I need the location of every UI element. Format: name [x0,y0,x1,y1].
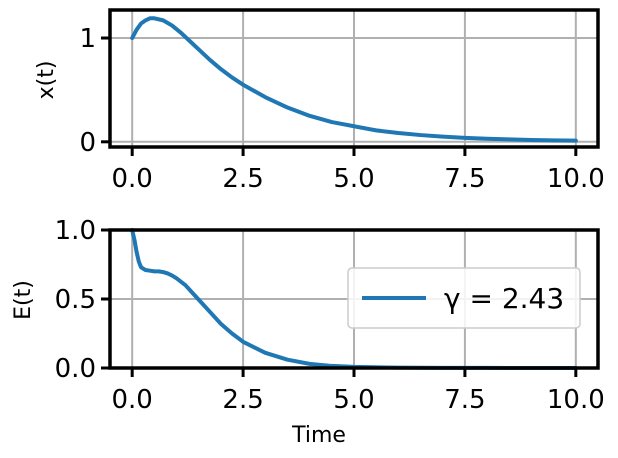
bottom-panel-y-tick-label: 0.0 [55,354,96,384]
bottom-panel-ticks: 0.0 2.5 5.0 7.5 10.0 0.0 0.5 1.0 [55,216,605,415]
bottom-panel-x-axis-label: Time [291,423,346,448]
bottom-panel-x-tick-label: 5.0 [333,385,374,415]
top-panel-y-axis-label: x(t) [34,61,59,100]
top-panel-series [130,16,578,143]
top-panel-y-tick-label: 1 [79,24,96,54]
legend-label: γ = 2.43 [444,282,564,315]
bottom-panel-y-tick-label: 0.5 [55,285,96,315]
top-panel-y-tick-label: 0 [79,128,96,158]
top-panel-x-tick-label: 7.5 [444,164,485,194]
top-panel-ticks: 0.0 2.5 5.0 7.5 10.0 0 1 [79,24,604,194]
bottom-panel-y-axis-label: E(t) [11,280,36,320]
top-panel-x-tick-label: 5.0 [333,164,374,194]
legend-box [347,267,581,329]
bottom-panel-x-tick-label: 0.0 [112,385,153,415]
legend: γ = 2.43 [347,267,581,329]
bottom-panel-x-tick-label: 2.5 [222,385,263,415]
top-panel-x-tick-label: 2.5 [222,164,263,194]
bottom-panel-x-tick-label: 7.5 [444,385,485,415]
top-panel-x-tick-label: 0.0 [112,164,153,194]
bottom-panel-e-of-t: 0.0 2.5 5.0 7.5 10.0 0.0 0.5 1.0 E(t) Time γ = … [11,216,605,448]
top-panel-x-tick-label: 10.0 [547,164,605,194]
top-panel-series-line [130,16,578,143]
bottom-panel-y-tick-label: 1.0 [55,216,96,246]
bottom-panel-x-tick-label: 10.0 [547,385,605,415]
top-panel-grid [110,10,598,147]
top-panel-x-of-t: 0.0 2.5 5.0 7.5 10.0 0 1 x(t) [34,8,605,194]
